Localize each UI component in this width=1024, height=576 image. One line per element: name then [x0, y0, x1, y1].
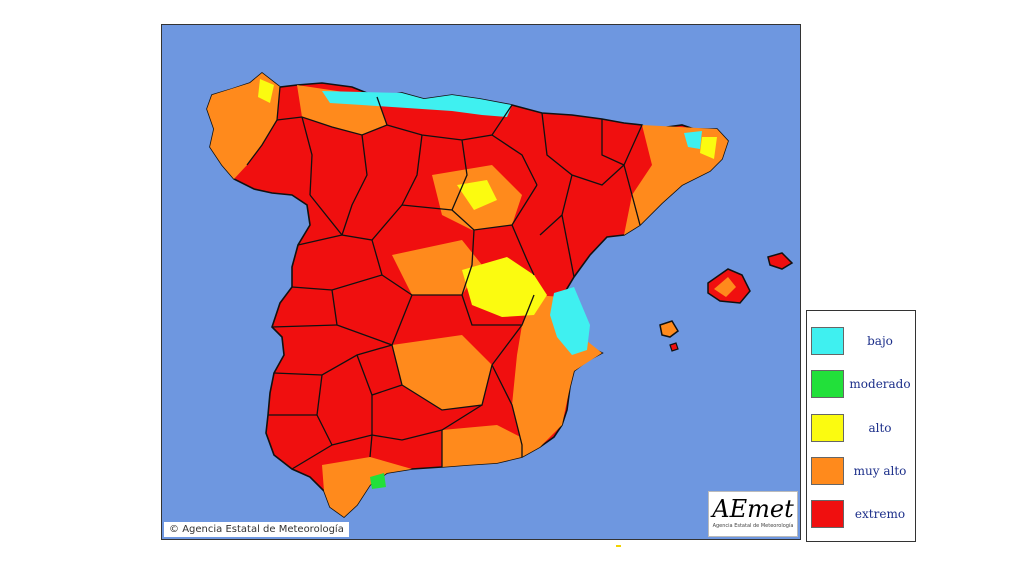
zone-muy-alto-galicia	[207, 73, 280, 179]
legend-swatch	[811, 500, 844, 528]
province-borders	[246, 86, 643, 470]
legend-label: bajo	[867, 334, 893, 348]
legend-item: muy alto	[807, 457, 915, 489]
legend-label: muy alto	[853, 464, 907, 478]
copyright-notice: © Agencia Estatal de Meteorología	[164, 522, 349, 537]
copyright-text: Agencia Estatal de Meteorología	[182, 524, 344, 535]
island-mallorca-orange	[714, 277, 736, 297]
zone-moderado-south	[370, 473, 386, 489]
zone-bajo-valencia	[550, 287, 590, 355]
legend-item: extremo	[807, 500, 915, 532]
zone-alto-galicia	[258, 79, 274, 103]
spain-map-svg	[206, 71, 794, 519]
decorative-dot	[616, 545, 621, 547]
legend-label: extremo	[854, 507, 906, 521]
island-formentera	[669, 342, 679, 352]
logo-subtitle: Agencia Estatal de Meteorología	[712, 523, 794, 529]
legend-item: bajo	[807, 327, 915, 359]
legend: bajo moderado alto muy alto extremo	[806, 310, 916, 542]
legend-swatch	[811, 457, 844, 485]
zone-alto-catalonia	[700, 137, 717, 159]
legend-swatch	[811, 327, 844, 355]
risk-map: © Agencia Estatal de Meteorología AEmet …	[161, 24, 801, 540]
zone-alto-north	[457, 180, 497, 210]
zone-bajo-pyrenees	[684, 131, 702, 149]
legend-swatch	[811, 414, 844, 442]
zone-muy-alto-centre	[392, 240, 482, 295]
zone-bajo-cantabrico	[322, 91, 512, 117]
zone-alto-central-east	[462, 257, 547, 317]
zone-muy-alto-andalucia-coast	[322, 457, 412, 517]
island-ibiza	[659, 320, 679, 338]
legend-label: alto	[868, 421, 892, 435]
zone-muy-alto-levante	[512, 295, 602, 447]
zone-muy-alto-southeast	[442, 425, 540, 467]
zone-muy-alto-south-central	[392, 335, 492, 410]
legend-item: moderado	[807, 370, 915, 402]
legend-swatch	[811, 370, 844, 398]
logo-mark: AEmet	[712, 495, 794, 523]
legend-item: alto	[807, 414, 915, 446]
aemet-logo: AEmet Agencia Estatal de Meteorología	[708, 491, 798, 537]
island-menorca	[767, 252, 794, 270]
legend-label: moderado	[849, 377, 911, 391]
